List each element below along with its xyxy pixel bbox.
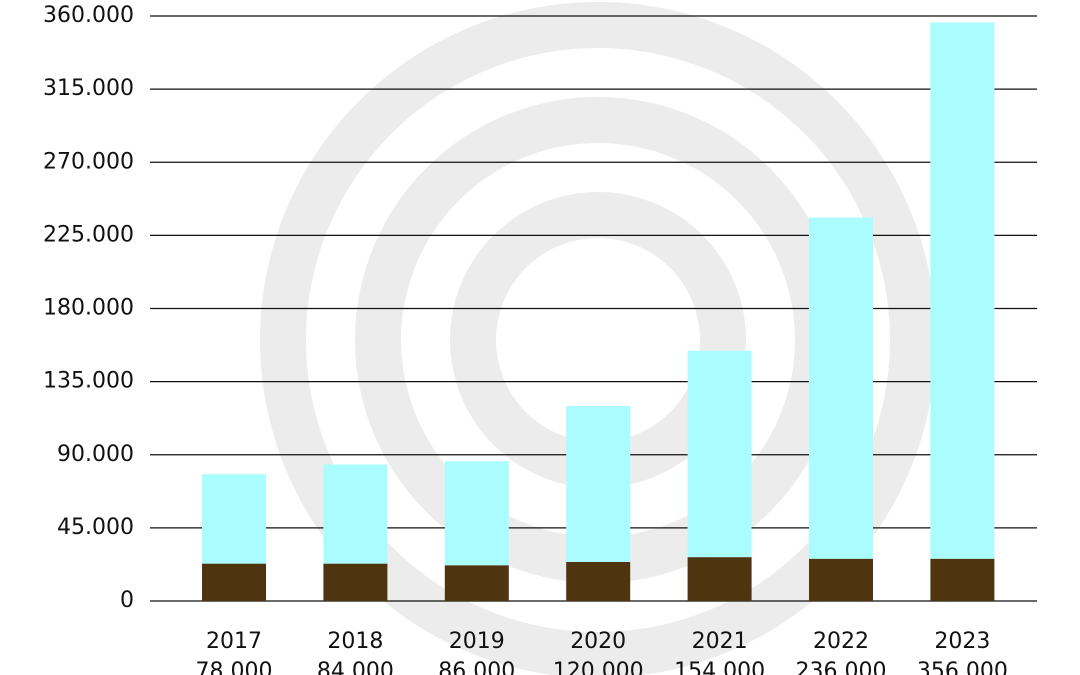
y-tick-label: 135.000 (43, 369, 134, 394)
bar-segment (930, 558, 995, 601)
bar-segment (323, 464, 388, 564)
bar-segment (202, 474, 266, 564)
total-label: 356.000 (917, 659, 1008, 675)
x-tick-label: 2021 (692, 629, 748, 654)
y-tick-label: 45.000 (57, 515, 134, 540)
x-tick-label: 2022 (813, 629, 869, 654)
y-tick-label: 315.000 (43, 76, 134, 101)
bar-segment (687, 557, 752, 601)
total-label: 154.000 (674, 659, 765, 675)
bar-segment (809, 558, 873, 601)
y-tick-label: 360.000 (43, 3, 134, 28)
bar-segment (687, 350, 752, 558)
watermark-ring (260, 2, 936, 675)
x-tick-label: 2023 (934, 629, 990, 654)
total-label: 78.000 (196, 659, 273, 675)
bar-segment (930, 22, 995, 559)
x-tick-label: 2019 (449, 629, 505, 654)
bar-segment (323, 563, 388, 601)
y-tick-label: 90.000 (57, 442, 134, 467)
bar-segment (202, 563, 266, 601)
x-tick-label: 2017 (206, 629, 262, 654)
total-label: 236.000 (796, 659, 887, 675)
bar-segment (444, 461, 509, 566)
y-tick-label: 225.000 (43, 222, 134, 247)
bar-segment (566, 562, 631, 601)
y-tick-label: 0 (120, 588, 134, 613)
y-tick-label: 180.000 (43, 296, 134, 321)
total-label: 86.000 (438, 659, 515, 675)
total-label: 84.000 (317, 659, 394, 675)
total-label: 120.000 (553, 659, 644, 675)
x-tick-label: 2018 (327, 629, 383, 654)
bar-segment (566, 406, 631, 562)
bar-segment (444, 565, 509, 601)
bar-segment (809, 217, 873, 559)
x-tick-label: 2020 (570, 629, 626, 654)
y-tick-label: 270.000 (43, 149, 134, 174)
